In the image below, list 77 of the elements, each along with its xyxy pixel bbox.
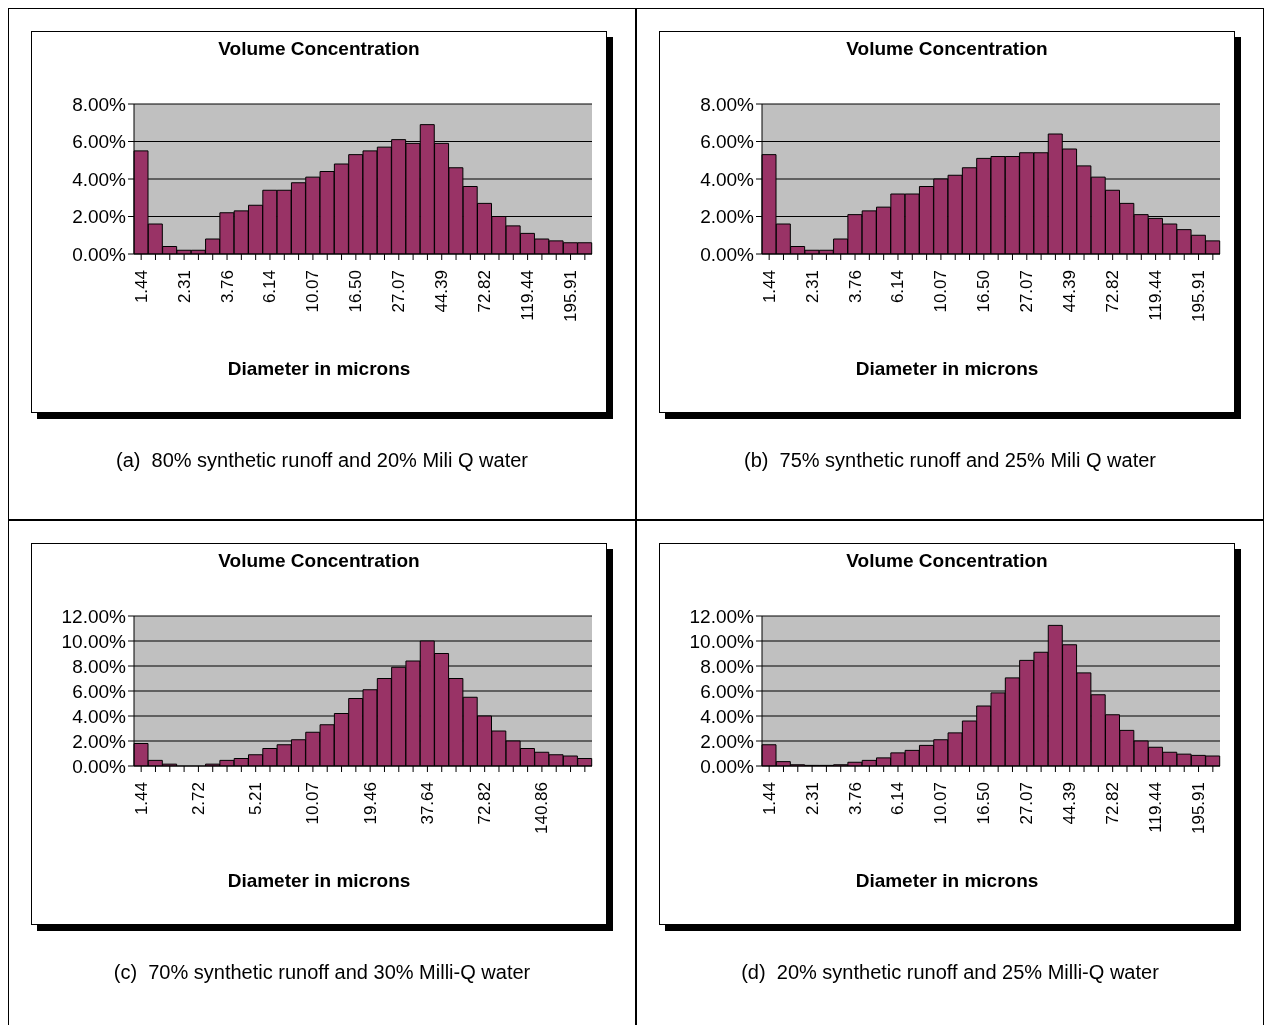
x-tick-label: 10.07 (931, 270, 951, 313)
x-tick-label: 119.44 (1146, 782, 1166, 833)
x-tick-label: 3.76 (845, 270, 865, 304)
y-tick-label: 8.00% (72, 655, 127, 677)
y-tick-label: 2.00% (72, 730, 127, 752)
y-tick-label: 12.00% (61, 605, 127, 627)
x-tick-label: 19.46 (360, 782, 380, 825)
x-tick-label: 16.50 (974, 270, 994, 313)
x-tick-label: 10.07 (931, 782, 951, 825)
y-tick-label: 4.00% (700, 705, 755, 727)
x-tick-label: 16.50 (346, 270, 366, 313)
chart-title: Volume Concentration (845, 38, 1049, 60)
y-tick-label: 10.00% (61, 630, 127, 652)
x-tick-label: 2.31 (802, 270, 822, 304)
y-tick-label: 2.00% (700, 730, 755, 752)
x-tick-label: 44.39 (1060, 270, 1080, 313)
x-tick-label: 1.44 (759, 782, 779, 816)
x-tick-label: 1.44 (131, 782, 151, 816)
y-tick-label: 0.00% (700, 243, 755, 265)
x-axis-title: Diameter in microns (854, 870, 1040, 892)
y-tick-label: 4.00% (700, 168, 755, 190)
text: (b) 75% synthetic runoff and 25% Mili Q water (742, 449, 1157, 472)
x-tick-label: 72.82 (475, 270, 495, 313)
x-tick-label: 72.82 (475, 782, 495, 825)
y-tick-label: 4.00% (72, 168, 127, 190)
x-tick-label: 44.39 (1060, 782, 1080, 825)
y-tick-label: 0.00% (72, 755, 127, 777)
x-tick-label: 27.07 (1017, 782, 1037, 825)
x-axis-title: Diameter in microns (854, 358, 1040, 380)
x-tick-label: 27.07 (389, 270, 409, 313)
text: (a) 80% synthetic runoff and 20% Mili Q water (114, 449, 529, 472)
y-tick-label: 12.00% (689, 605, 755, 627)
text: (c) 70% synthetic runoff and 30% Milli-Q water (112, 961, 532, 984)
x-tick-label: 37.64 (417, 782, 437, 825)
x-tick-label: 44.39 (432, 270, 452, 313)
x-tick-label: 6.14 (260, 270, 280, 304)
x-tick-label: 140.86 (532, 782, 552, 834)
x-tick-label: 10.07 (303, 270, 323, 313)
x-tick-label: 195.91 (1189, 782, 1209, 834)
y-tick-label: 2.00% (72, 206, 127, 228)
y-tick-label: 8.00% (72, 93, 127, 115)
y-tick-label: 8.00% (700, 655, 755, 677)
x-tick-label: 72.82 (1103, 782, 1123, 825)
y-tick-label: 4.00% (72, 705, 127, 727)
y-tick-label: 0.00% (700, 755, 755, 777)
x-tick-label: 119.44 (1146, 270, 1166, 321)
x-tick-label: 6.14 (888, 270, 908, 304)
x-tick-label: 1.44 (131, 270, 151, 304)
x-tick-label: 2.72 (188, 782, 208, 816)
chart-title: Volume Concentration (845, 550, 1049, 572)
x-tick-label: 3.76 (845, 782, 865, 816)
x-tick-label: 6.14 (888, 782, 908, 816)
x-tick-label: 195.91 (1189, 270, 1209, 322)
x-tick-label: 119.44 (518, 270, 538, 321)
text: (d) 20% synthetic runoff and 25% Milli-Q water (740, 961, 1160, 984)
x-tick-label: 5.21 (246, 782, 266, 816)
y-tick-label: 0.00% (72, 243, 127, 265)
x-axis-title: Diameter in microns (226, 870, 412, 892)
y-tick-label: 6.00% (72, 680, 127, 702)
x-tick-label: 195.91 (561, 270, 581, 322)
x-tick-label: 16.50 (974, 782, 994, 825)
y-tick-label: 6.00% (72, 131, 127, 153)
x-axis-title: Diameter in microns (226, 358, 412, 380)
x-tick-label: 3.76 (217, 270, 237, 304)
x-tick-label: 1.44 (759, 270, 779, 304)
chart-title: Volume Concentration (217, 550, 421, 572)
y-tick-label: 10.00% (689, 630, 755, 652)
x-tick-label: 72.82 (1103, 270, 1123, 313)
y-tick-label: 8.00% (700, 93, 755, 115)
chart-title: Volume Concentration (217, 38, 421, 60)
x-tick-label: 2.31 (174, 270, 194, 304)
y-tick-label: 2.00% (700, 206, 755, 228)
x-tick-label: 2.31 (802, 782, 822, 816)
y-tick-label: 6.00% (700, 131, 755, 153)
y-tick-label: 6.00% (700, 680, 755, 702)
x-tick-label: 27.07 (1017, 270, 1037, 313)
x-tick-label: 10.07 (303, 782, 323, 825)
